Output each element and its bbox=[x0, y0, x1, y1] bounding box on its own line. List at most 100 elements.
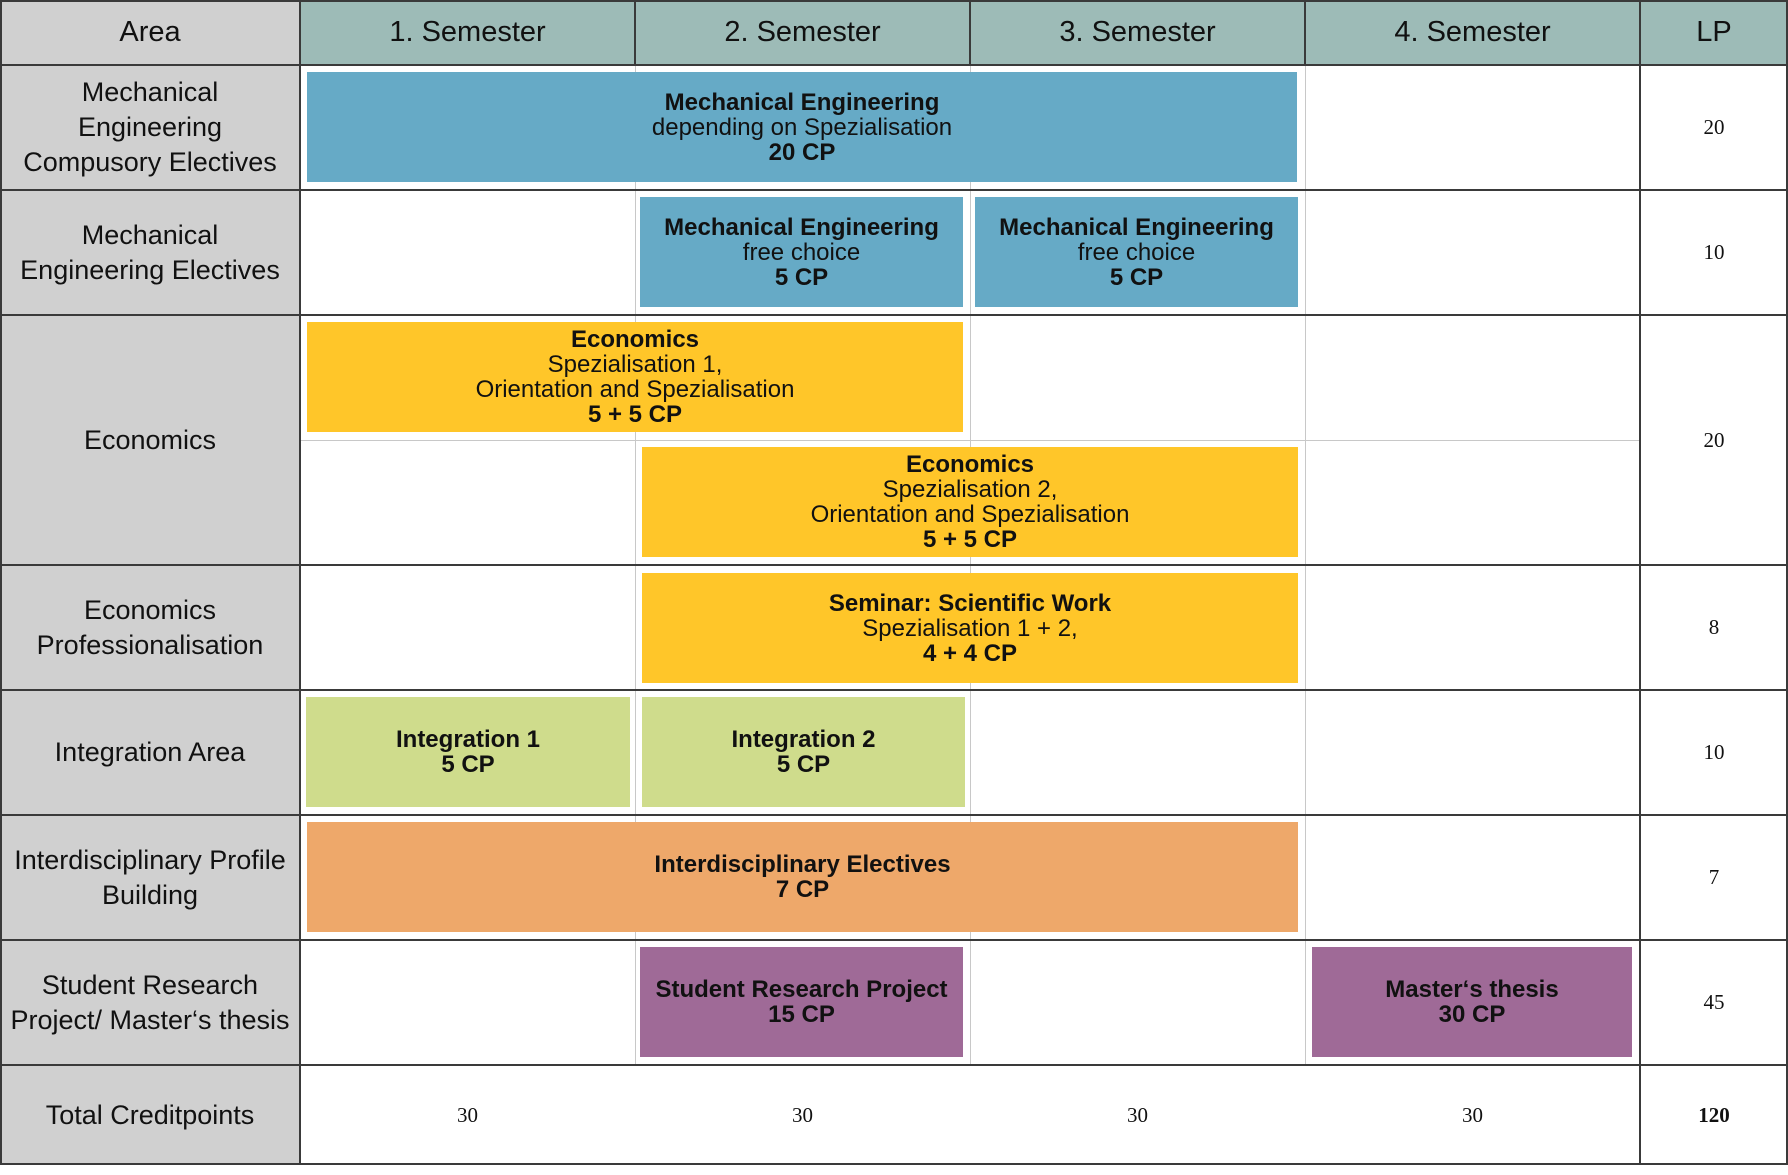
table-border bbox=[0, 189, 1788, 191]
module-title: Seminar: Scientific Work bbox=[828, 589, 1112, 617]
module-credits: 5 CP bbox=[776, 751, 831, 778]
module-credits: 5 CP bbox=[1109, 263, 1164, 291]
module-title: Mechanical Engineering bbox=[664, 213, 939, 241]
table-border bbox=[1639, 0, 1641, 1165]
module-integration-1: Integration 1 5 CP bbox=[306, 697, 630, 807]
area-total-label: Total Creditpoints bbox=[45, 1099, 255, 1130]
lp-me-compulsory: 20 bbox=[1640, 65, 1788, 190]
module-economics-1: Economics Spezialisation 1, Orientation … bbox=[307, 322, 963, 432]
total-semester-2-value: 30 bbox=[792, 1102, 813, 1127]
lp-economics: 20 bbox=[1640, 315, 1788, 565]
total-semester-2: 30 bbox=[635, 1065, 970, 1165]
module-title: Integration 1 bbox=[395, 726, 540, 753]
header-semester-1-label: 1. Semester bbox=[389, 16, 546, 48]
lp-research-thesis-value: 45 bbox=[1703, 990, 1725, 1014]
module-credits: 5 + 5 CP bbox=[922, 526, 1018, 553]
module-description: free choice bbox=[742, 238, 861, 266]
module-title: Mechanical Engineering bbox=[999, 213, 1274, 241]
area-research-thesis: Student Research Project/ Master‘s thesi… bbox=[0, 940, 300, 1065]
total-sum-value: 120 bbox=[1698, 1102, 1730, 1127]
table-border bbox=[1304, 0, 1306, 65]
module-credits: 15 CP bbox=[768, 1001, 835, 1028]
total-semester-1: 30 bbox=[300, 1065, 635, 1165]
module-description: free choice bbox=[1077, 238, 1196, 266]
module-title: Master‘s thesis bbox=[1385, 976, 1559, 1003]
module-economics-2: Economics Spezialisation 2, Orientation … bbox=[642, 447, 1298, 557]
module-description: Spezialisation 1, bbox=[547, 351, 723, 378]
table-border bbox=[0, 1064, 1788, 1066]
area-econ-professionalisation-label: Economics Professionalisation bbox=[36, 594, 264, 660]
total-semester-3-value: 30 bbox=[1127, 1102, 1148, 1127]
header-lp: LP bbox=[1640, 0, 1788, 65]
area-me-compulsory-label: Mechanical Engineering Compusory Electiv… bbox=[23, 77, 277, 177]
header-semester-3-label: 3. Semester bbox=[1059, 16, 1216, 48]
header-semester-2: 2. Semester bbox=[635, 0, 970, 65]
table-border bbox=[0, 814, 1788, 816]
header-lp-label: LP bbox=[1696, 16, 1732, 48]
module-credits: 4 + 4 CP bbox=[922, 639, 1018, 667]
lp-me-electives: 10 bbox=[1640, 190, 1788, 315]
area-me-electives: Mechanical Engineering Electives bbox=[0, 190, 300, 315]
module-credits: 5 CP bbox=[774, 263, 829, 291]
grid-line bbox=[300, 440, 1640, 441]
lp-interdisciplinary-value: 7 bbox=[1708, 865, 1720, 889]
lp-me-electives-value: 10 bbox=[1703, 240, 1725, 264]
table-border bbox=[0, 1163, 1788, 1165]
table-border bbox=[634, 0, 636, 65]
module-credits: 30 CP bbox=[1438, 1001, 1506, 1028]
total-sum: 120 bbox=[1640, 1065, 1788, 1165]
header-semester-3: 3. Semester bbox=[970, 0, 1305, 65]
lp-econ-professionalisation: 8 bbox=[1640, 565, 1788, 690]
module-description: Spezialisation 1 + 2, bbox=[862, 614, 1078, 642]
header-semester-4-label: 4. Semester bbox=[1394, 16, 1551, 48]
lp-econ-professionalisation-value: 8 bbox=[1708, 615, 1720, 639]
module-masters-thesis: Master‘s thesis 30 CP bbox=[1312, 947, 1632, 1057]
table-border bbox=[0, 64, 1788, 66]
area-interdisciplinary: Interdisciplinary Profile Building bbox=[0, 815, 300, 940]
area-integration-label: Integration Area bbox=[54, 737, 246, 767]
module-me-compulsory: Mechanical Engineering depending on Spez… bbox=[307, 72, 1297, 182]
lp-integration: 10 bbox=[1640, 690, 1788, 815]
module-credits: 7 CP bbox=[775, 876, 830, 903]
table-border bbox=[0, 0, 1788, 2]
area-me-electives-label: Mechanical Engineering Electives bbox=[20, 219, 280, 285]
module-title: Integration 2 bbox=[731, 726, 876, 753]
lp-integration-value: 10 bbox=[1703, 740, 1725, 764]
module-seminar: Seminar: Scientific Work Spezialisation … bbox=[642, 573, 1298, 683]
module-me-free-choice-1: Mechanical Engineering free choice 5 CP bbox=[640, 197, 963, 307]
header-semester-4: 4. Semester bbox=[1305, 0, 1640, 65]
table-border bbox=[299, 0, 301, 1165]
area-research-thesis-label: Student Research Project/ Master‘s thesi… bbox=[10, 969, 290, 1035]
table-border bbox=[0, 689, 1788, 691]
lp-me-compulsory-value: 20 bbox=[1703, 115, 1725, 139]
table-border bbox=[0, 939, 1788, 941]
module-credits: 5 CP bbox=[441, 751, 495, 778]
module-interdisciplinary: Interdisciplinary Electives 7 CP bbox=[307, 822, 1298, 932]
header-area: Area bbox=[0, 0, 300, 65]
lp-interdisciplinary: 7 bbox=[1640, 815, 1788, 940]
module-me-free-choice-2: Mechanical Engineering free choice 5 CP bbox=[975, 197, 1298, 307]
table-border bbox=[0, 0, 2, 1165]
module-integration-2: Integration 2 5 CP bbox=[642, 697, 965, 807]
area-total: Total Creditpoints bbox=[0, 1065, 300, 1165]
module-title: Interdisciplinary Electives bbox=[654, 851, 951, 878]
total-semester-4-value: 30 bbox=[1462, 1102, 1483, 1127]
area-me-compulsory: Mechanical Engineering Compusory Electiv… bbox=[0, 65, 300, 190]
header-area-label: Area bbox=[119, 16, 181, 48]
area-economics-label: Economics bbox=[83, 424, 217, 455]
area-econ-professionalisation: Economics Professionalisation bbox=[0, 565, 300, 690]
total-semester-4: 30 bbox=[1305, 1065, 1640, 1165]
module-description: depending on Spezialisation bbox=[651, 113, 953, 141]
area-economics: Economics bbox=[0, 315, 300, 565]
table-border bbox=[969, 0, 971, 65]
area-interdisciplinary-label: Interdisciplinary Profile Building bbox=[14, 844, 286, 910]
area-integration: Integration Area bbox=[0, 690, 300, 815]
module-title: Economics bbox=[570, 326, 700, 353]
module-title: Mechanical Engineering bbox=[664, 88, 940, 116]
table-border bbox=[0, 314, 1788, 316]
table-border bbox=[1786, 0, 1788, 1165]
module-description: Spezialisation 2, bbox=[882, 476, 1058, 503]
module-description: Orientation and Spezialisation bbox=[810, 501, 1130, 528]
lp-economics-value: 20 bbox=[1703, 427, 1725, 452]
